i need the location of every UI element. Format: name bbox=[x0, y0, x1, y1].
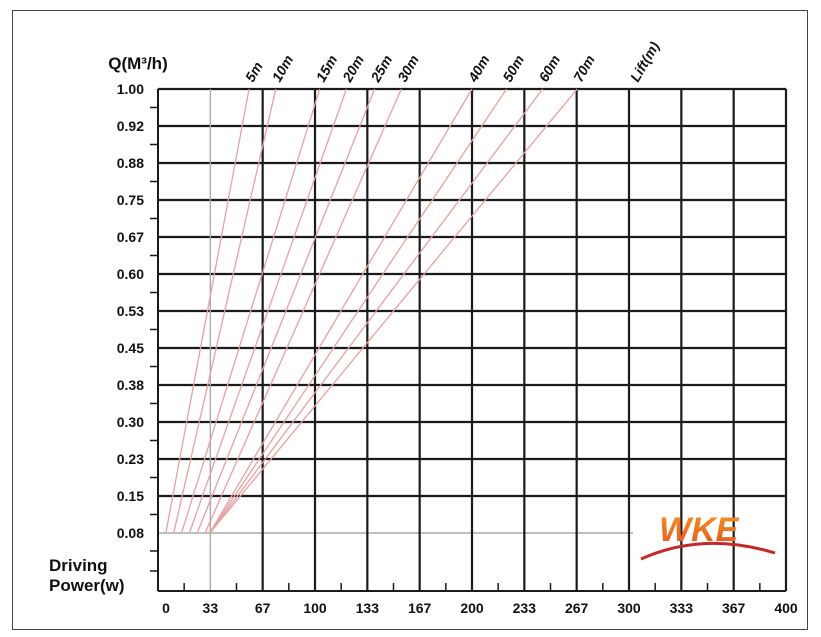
lift-line-label: 50m bbox=[499, 52, 527, 84]
chart-frame: Q(M³/h) Driving Power(w) Lift(m) 1.00 0.9… bbox=[12, 10, 808, 630]
x-tick-label: 200 bbox=[460, 600, 484, 616]
lift-line-label: 70m bbox=[570, 52, 598, 84]
lift-line-label: 20m bbox=[339, 52, 367, 85]
y-tick-label: 0.30 bbox=[117, 414, 144, 430]
x-tick-label: 267 bbox=[565, 600, 589, 616]
y-axis-title: Q(M³/h) bbox=[108, 54, 167, 73]
x-tick-label: 233 bbox=[513, 600, 537, 616]
logo-text: WKE bbox=[659, 511, 740, 549]
x-tick-label: 333 bbox=[670, 600, 694, 616]
y-tick-label: 0.38 bbox=[117, 377, 144, 393]
y-tick-label: 0.75 bbox=[117, 192, 144, 208]
lift-line-label: 40m bbox=[464, 52, 492, 85]
lift-line-label: 10m bbox=[268, 52, 296, 84]
y-tick-label: 1.00 bbox=[117, 81, 144, 97]
lift-line bbox=[209, 88, 508, 534]
logo-swoosh bbox=[640, 541, 776, 561]
y-tick-label: 0.60 bbox=[117, 266, 144, 282]
lift-line bbox=[196, 88, 376, 534]
lift-line-label: 5m bbox=[242, 59, 266, 85]
lift-line-label: 15m bbox=[312, 52, 340, 84]
lift-line bbox=[180, 88, 321, 534]
y-tick-label: 0.88 bbox=[117, 155, 144, 171]
y-tick-label: 0.08 bbox=[117, 525, 144, 541]
y-tick-label: 0.53 bbox=[117, 303, 144, 319]
x-tick-label: 367 bbox=[722, 600, 746, 616]
x-axis-title-line-2: Power(w) bbox=[49, 576, 125, 595]
x-tick-label: 67 bbox=[255, 600, 271, 616]
lift-line bbox=[173, 88, 277, 534]
lift-lines bbox=[165, 88, 578, 534]
x-tick-label: 167 bbox=[408, 600, 432, 616]
lift-line bbox=[204, 88, 402, 534]
y-tick-label: 0.92 bbox=[117, 118, 144, 134]
lift-line bbox=[209, 88, 473, 534]
x-tick-label: 100 bbox=[303, 600, 327, 616]
x-tick-label: 33 bbox=[203, 600, 219, 616]
x-tick-label: 300 bbox=[617, 600, 641, 616]
y-tick-label: 0.67 bbox=[117, 229, 144, 245]
x-tick-label: 400 bbox=[774, 600, 798, 616]
lift-line bbox=[209, 88, 544, 534]
y-tick-label: 0.45 bbox=[117, 340, 144, 356]
wke-logo: WKE bbox=[640, 511, 776, 561]
lift-line-label: 60m bbox=[535, 52, 563, 84]
x-tick-label: 133 bbox=[356, 600, 380, 616]
pump-performance-chart: Q(M³/h) Driving Power(w) Lift(m) 1.00 0.9… bbox=[49, 39, 798, 616]
y-tick-label: 0.15 bbox=[117, 488, 144, 504]
lift-line bbox=[188, 88, 348, 534]
y-tick-label: 0.23 bbox=[117, 451, 144, 467]
x-axis-title-line-1: Driving bbox=[49, 556, 108, 575]
lift-line bbox=[165, 88, 250, 534]
lift-line bbox=[209, 88, 578, 534]
lift-line-label: 30m bbox=[394, 52, 422, 84]
lift-axis-title: Lift(m) bbox=[627, 39, 663, 85]
lift-line-label: 25m bbox=[367, 52, 395, 85]
x-tick-label: 0 bbox=[162, 600, 170, 616]
